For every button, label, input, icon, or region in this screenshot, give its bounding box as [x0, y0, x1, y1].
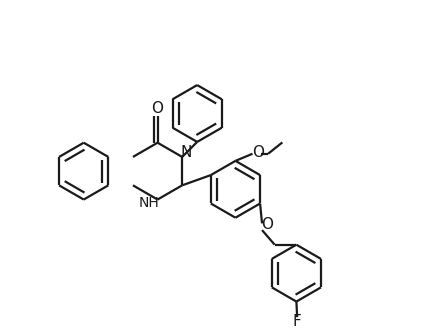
- Text: O: O: [252, 145, 264, 160]
- Text: N: N: [181, 145, 192, 160]
- Text: O: O: [151, 102, 164, 117]
- Text: O: O: [262, 217, 273, 232]
- Text: NH: NH: [139, 197, 159, 210]
- Text: F: F: [293, 314, 301, 329]
